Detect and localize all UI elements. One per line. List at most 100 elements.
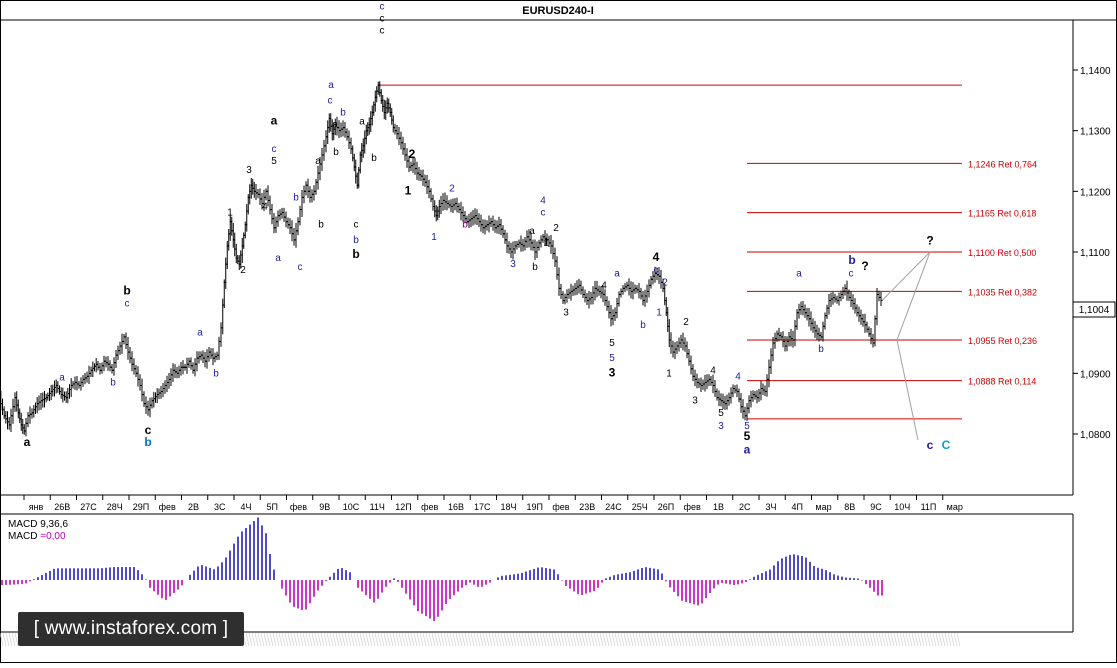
wave-label: c: [328, 95, 333, 106]
wave-label: a: [332, 120, 338, 131]
x-tick-label: 9В: [319, 502, 330, 512]
wave-label: a: [796, 268, 802, 279]
wave-label: c: [380, 1, 385, 12]
x-tick-label: фев: [684, 502, 701, 512]
x-tick-label: мар: [815, 502, 831, 512]
x-tick-label: фев: [159, 502, 176, 512]
wave-label: a: [359, 117, 365, 128]
wave-label: b: [848, 253, 855, 267]
wave-label: 2: [553, 223, 559, 234]
wave-label: a: [744, 442, 751, 456]
x-tick-label: 17С: [474, 502, 491, 512]
wave-label: 1: [656, 308, 662, 319]
wave-label: b: [532, 262, 538, 273]
x-tick-label: 2С: [739, 502, 751, 512]
x-tick-label: 11Ч: [370, 502, 385, 512]
wave-label: b: [353, 235, 359, 246]
macd-label: MACD 9,36,6: [8, 519, 68, 530]
current-price-box: 1,1004: [1073, 302, 1115, 317]
fib-level-label: 1,1100 Ret 0,500: [968, 248, 1036, 258]
x-tick-label: фев: [290, 502, 307, 512]
x-tick-label: 11П: [921, 502, 937, 512]
x-tick-label: фев: [421, 502, 438, 512]
x-tick-label: 27С: [80, 502, 97, 512]
wave-label: 2: [240, 265, 246, 276]
y-tick-label: 1,0800: [1080, 430, 1111, 441]
y-tick-label: 1,0900: [1080, 369, 1111, 380]
x-tick-label: 19П: [527, 502, 543, 512]
wave-label: 2: [662, 277, 668, 288]
fib-level-label: 1,0955 Ret 0,236: [968, 336, 1037, 346]
wave-label: 2: [409, 147, 416, 161]
y-tick-label: 1,1400: [1080, 66, 1111, 77]
wave-label: b: [818, 344, 824, 355]
wave-label: b: [340, 108, 346, 119]
x-tick-label: 18Ч: [500, 502, 516, 512]
wave-label: a: [275, 253, 281, 264]
wave-label: a: [315, 156, 321, 167]
x-tick-label: 8В: [844, 502, 855, 512]
x-tick-label: 26П: [658, 502, 674, 512]
wave-label: 1: [405, 183, 412, 197]
wave-label: c: [298, 262, 303, 273]
wave-label: 5: [718, 408, 724, 419]
chart-title: EURUSD240-I: [522, 5, 594, 17]
wave-label: b: [123, 283, 130, 297]
wave-label: a: [24, 435, 31, 449]
wave-label: b: [318, 220, 324, 231]
wave-label: b: [213, 368, 219, 379]
wave-label: 4: [601, 280, 607, 291]
x-tick-label: 29П: [133, 502, 149, 512]
wave-label: 3: [718, 421, 724, 432]
x-tick-label: 5П: [267, 502, 278, 512]
wave-label: a: [529, 226, 535, 237]
wave-label: 4: [735, 371, 741, 382]
x-tick-label: 25Ч: [632, 502, 648, 512]
wave-label: 1: [227, 208, 233, 219]
wave-label: 4: [710, 365, 716, 376]
x-tick-label: 3С: [214, 502, 226, 512]
wave-label: a: [328, 80, 334, 91]
wave-label: c: [380, 26, 385, 37]
x-tick-label: 1В: [713, 502, 724, 512]
wave-label: 1: [431, 232, 437, 243]
wave-label: c: [272, 144, 277, 155]
wave-label: 3: [510, 259, 516, 270]
wave-label: b: [293, 192, 299, 203]
x-tick-label: 2В: [188, 502, 199, 512]
x-tick-label: 23В: [579, 502, 595, 512]
x-tick-label: мар: [947, 502, 963, 512]
wave-label: a: [59, 373, 65, 384]
wave-label: 3: [563, 308, 569, 319]
wave-label: 1: [666, 368, 672, 379]
wave-label: c: [541, 208, 546, 219]
wave-label: b: [333, 147, 339, 158]
x-tick-label: 28Ч: [107, 502, 123, 512]
wave-label: ?: [861, 259, 868, 273]
wave-label: b: [110, 377, 116, 388]
x-tick-label: 9С: [870, 502, 882, 512]
x-tick-label: 24С: [605, 502, 622, 512]
y-tick-label: 1,1300: [1080, 127, 1111, 138]
y-tick-label: 1,1100: [1080, 248, 1110, 259]
watermark: [ www.instaforex.com ]: [18, 612, 244, 646]
x-tick-label: 10С: [343, 502, 360, 512]
x-tick-label: 4П: [792, 502, 803, 512]
wave-label: 5: [744, 429, 751, 443]
wave-label: a: [197, 328, 203, 339]
x-tick-label: 4Ч: [240, 502, 251, 512]
x-tick-label: 10Ч: [894, 502, 910, 512]
wave-label: 2: [683, 317, 689, 328]
x-tick-label: янв: [29, 502, 44, 512]
wave-label: 3: [246, 165, 252, 176]
wave-label: 4: [653, 250, 660, 264]
wave-label: c: [354, 220, 359, 231]
wave-label: c: [654, 265, 659, 276]
wave-label: 5: [609, 353, 615, 364]
fib-level-label: 1,1165 Ret 0,618: [968, 209, 1036, 219]
wave-label: 1: [543, 238, 549, 249]
wave-label: b: [371, 153, 377, 164]
wave-label: 2: [449, 183, 455, 194]
wave-label: b: [462, 220, 468, 231]
